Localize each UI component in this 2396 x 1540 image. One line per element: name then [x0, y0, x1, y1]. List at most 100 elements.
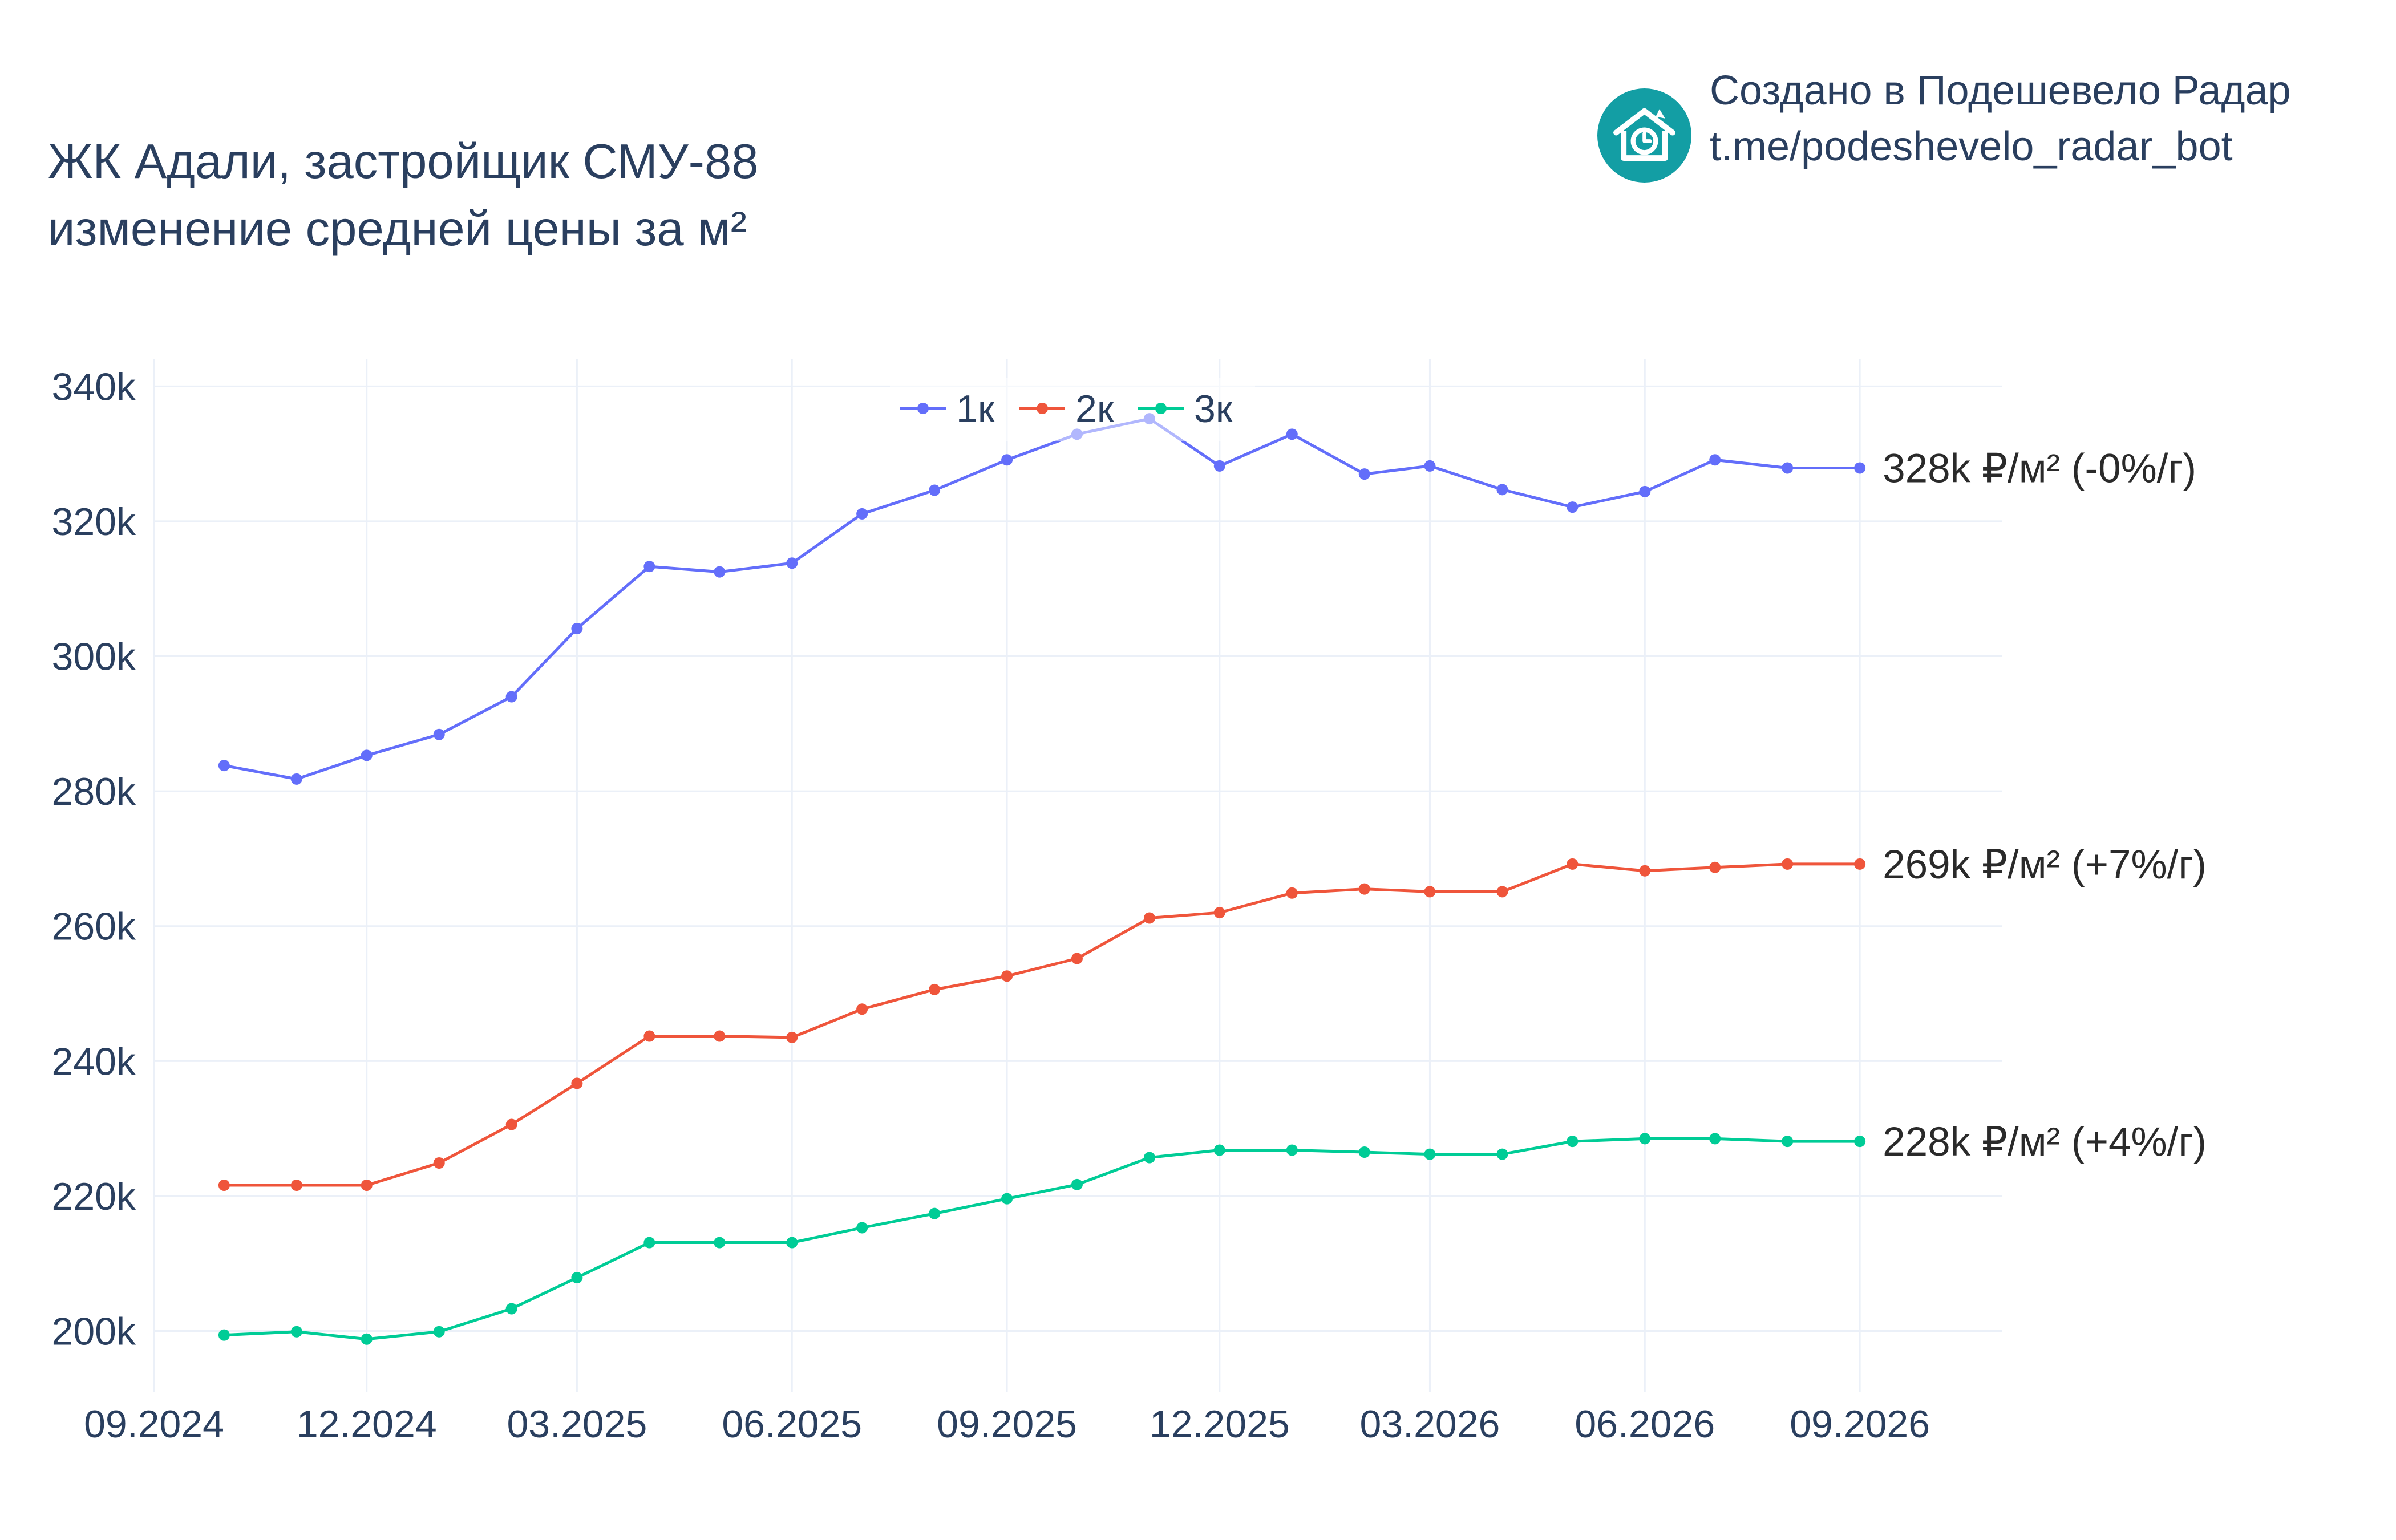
- data-point[interactable]: [1286, 887, 1298, 899]
- x-tick-label: 03.2026: [1360, 1403, 1500, 1446]
- data-point[interactable]: [1496, 484, 1508, 496]
- data-point[interactable]: [433, 728, 445, 740]
- data-point[interactable]: [1496, 1148, 1508, 1160]
- x-tick-label: 12.2024: [297, 1403, 437, 1446]
- data-point[interactable]: [1213, 460, 1225, 472]
- data-point[interactable]: [505, 1303, 517, 1315]
- data-point[interactable]: [571, 1272, 583, 1284]
- data-point[interactable]: [1424, 460, 1436, 472]
- data-point[interactable]: [1639, 485, 1651, 497]
- data-point[interactable]: [571, 1077, 583, 1089]
- legend-swatch-marker: [1155, 403, 1167, 414]
- data-point[interactable]: [1213, 1144, 1225, 1156]
- data-point[interactable]: [433, 1157, 445, 1169]
- data-point[interactable]: [1639, 865, 1651, 877]
- x-tick-label: 12.2025: [1150, 1403, 1290, 1446]
- data-point[interactable]: [1143, 1152, 1155, 1164]
- data-point[interactable]: [218, 1180, 230, 1191]
- legend-swatch-marker: [917, 403, 929, 414]
- legend-item-2к[interactable]: 2к: [1019, 387, 1115, 431]
- data-point[interactable]: [714, 1030, 726, 1042]
- y-tick-label: 300k: [52, 635, 136, 679]
- data-point[interactable]: [1639, 1133, 1651, 1145]
- data-point[interactable]: [643, 1030, 655, 1042]
- chart-title-line-2: изменение средней цены за м²: [48, 202, 747, 256]
- data-point[interactable]: [856, 508, 868, 520]
- data-point[interactable]: [929, 484, 941, 496]
- data-point[interactable]: [714, 566, 726, 578]
- data-point[interactable]: [1782, 858, 1794, 870]
- data-point[interactable]: [1567, 858, 1579, 870]
- data-point[interactable]: [929, 1207, 941, 1219]
- brand-link[interactable]: t.me/podeshevelo_radar_bot: [1710, 124, 2233, 169]
- data-point[interactable]: [290, 773, 302, 785]
- x-axis-ticks: 09.2024 12.2024 03.2025 06.2025 09.2025 12.20…: [84, 1403, 1930, 1446]
- data-point[interactable]: [856, 1222, 868, 1234]
- data-point[interactable]: [505, 691, 517, 703]
- data-point[interactable]: [1001, 1193, 1013, 1205]
- data-point[interactable]: [1286, 1144, 1298, 1156]
- data-point[interactable]: [218, 760, 230, 772]
- x-tick-label: 03.2025: [507, 1403, 647, 1446]
- data-point[interactable]: [1496, 886, 1508, 898]
- series-1к: [218, 413, 1866, 785]
- brand-text: Создано в Подешевело Радар t.me/podeshev…: [1710, 63, 2291, 175]
- legend-item-1к[interactable]: 1к: [900, 387, 995, 431]
- data-point[interactable]: [1709, 454, 1721, 466]
- data-point[interactable]: [1358, 883, 1370, 895]
- data-point[interactable]: [1001, 454, 1013, 466]
- data-point[interactable]: [1709, 1133, 1721, 1145]
- data-point[interactable]: [1782, 462, 1794, 474]
- data-point[interactable]: [786, 1237, 798, 1249]
- data-point[interactable]: [1071, 1178, 1083, 1190]
- house-clock-icon: [1597, 88, 1691, 183]
- y-tick-label: 220k: [52, 1175, 136, 1218]
- y-tick-label: 240k: [52, 1040, 136, 1083]
- data-point[interactable]: [1567, 1136, 1579, 1148]
- data-point[interactable]: [361, 1333, 373, 1345]
- data-point[interactable]: [1854, 1136, 1866, 1148]
- data-point[interactable]: [1143, 912, 1155, 924]
- data-point[interactable]: [714, 1237, 726, 1249]
- data-point[interactable]: [1424, 886, 1436, 898]
- x-tick-label: 06.2026: [1575, 1403, 1715, 1446]
- data-point[interactable]: [786, 1031, 798, 1043]
- data-point[interactable]: [505, 1118, 517, 1130]
- data-point[interactable]: [1358, 468, 1370, 480]
- data-point[interactable]: [1358, 1146, 1370, 1158]
- legend-item-3к[interactable]: 3к: [1138, 387, 1233, 431]
- data-point[interactable]: [929, 983, 941, 995]
- series-2к: [218, 858, 1866, 1191]
- series-line: [224, 1137, 1860, 1341]
- series-line: [224, 417, 1860, 781]
- x-tick-label: 06.2025: [722, 1403, 862, 1446]
- data-point[interactable]: [1286, 428, 1298, 440]
- data-point[interactable]: [1709, 861, 1721, 873]
- y-tick-label: 260k: [52, 905, 136, 949]
- y-tick-label: 200k: [52, 1310, 136, 1353]
- data-point[interactable]: [290, 1180, 302, 1191]
- data-point[interactable]: [1001, 970, 1013, 982]
- data-point[interactable]: [571, 623, 583, 635]
- legend-swatch-marker: [1037, 403, 1048, 414]
- data-point[interactable]: [218, 1329, 230, 1341]
- data-point[interactable]: [361, 749, 373, 761]
- series-end-labels: 328k ₽/м² (-0%/г) 269k ₽/м² (+7%/г) 228k ₽…: [1883, 446, 2207, 1165]
- data-point[interactable]: [1854, 462, 1866, 474]
- data-point[interactable]: [786, 557, 798, 569]
- data-point[interactable]: [1567, 501, 1579, 513]
- data-point[interactable]: [1782, 1136, 1794, 1148]
- data-point[interactable]: [643, 1237, 655, 1249]
- data-point[interactable]: [433, 1326, 445, 1338]
- data-point[interactable]: [856, 1003, 868, 1015]
- data-point[interactable]: [361, 1180, 373, 1191]
- series-3к: [218, 1133, 1866, 1345]
- data-point[interactable]: [290, 1326, 302, 1338]
- x-tick-label: 09.2024: [84, 1403, 224, 1446]
- y-axis-ticks: 340k 320k 300k 280k 260k 240k 220k 200k: [52, 365, 136, 1353]
- data-point[interactable]: [1424, 1148, 1436, 1160]
- data-point[interactable]: [1854, 858, 1866, 870]
- data-point[interactable]: [1071, 953, 1083, 964]
- data-point[interactable]: [643, 561, 655, 573]
- data-point[interactable]: [1213, 907, 1225, 919]
